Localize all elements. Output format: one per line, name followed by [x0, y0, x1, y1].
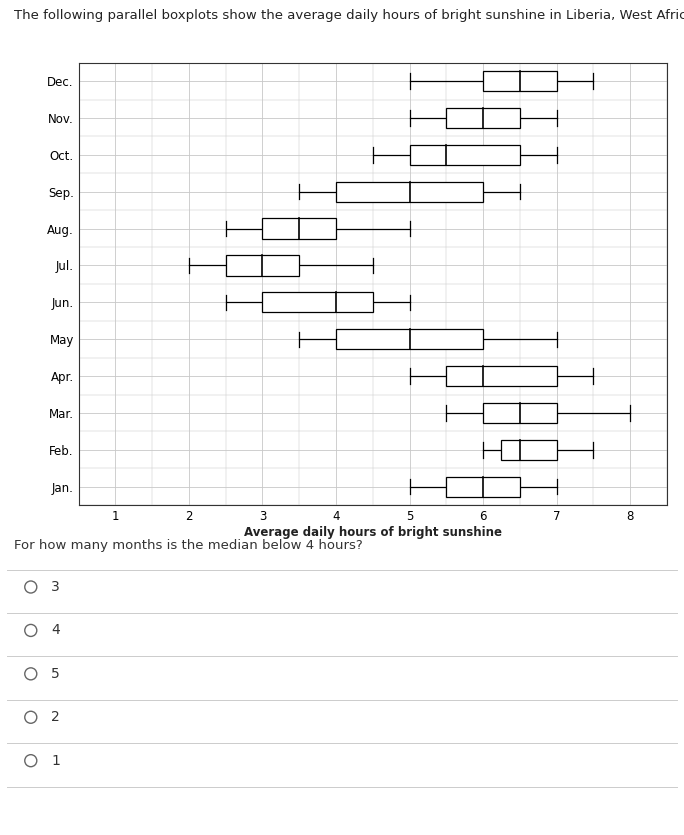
Bar — [263, 219, 336, 239]
Bar — [410, 144, 520, 165]
Text: For how many months is the median below 4 hours?: For how many months is the median below … — [14, 539, 363, 552]
Bar — [446, 366, 557, 387]
Bar — [446, 108, 520, 128]
Text: 5: 5 — [51, 667, 60, 681]
Text: 4: 4 — [51, 624, 60, 637]
Text: The following parallel boxplots show the average daily hours of bright sunshine : The following parallel boxplots show the… — [14, 9, 684, 22]
Bar — [336, 329, 483, 349]
Bar — [483, 402, 557, 423]
Text: Average daily hours of bright sunshine: Average daily hours of bright sunshine — [244, 526, 502, 539]
Bar — [263, 292, 373, 312]
Bar — [336, 181, 483, 202]
Bar — [483, 71, 557, 91]
Text: 1: 1 — [51, 754, 60, 767]
Bar — [501, 440, 557, 460]
Text: 3: 3 — [51, 580, 60, 594]
Bar — [226, 256, 300, 276]
Bar — [446, 477, 520, 497]
Text: 2: 2 — [51, 711, 60, 724]
